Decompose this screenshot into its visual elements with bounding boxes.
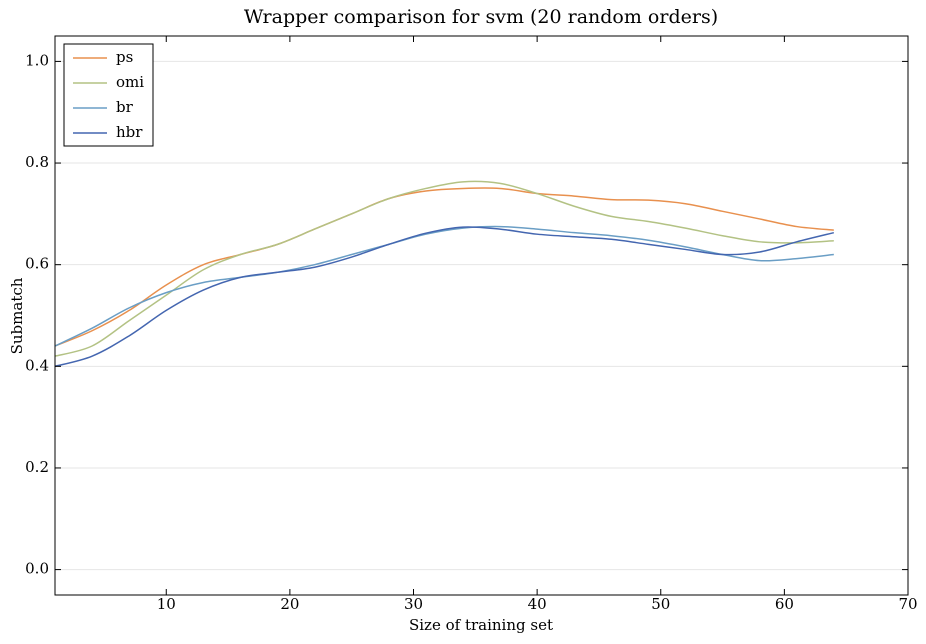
series-line xyxy=(54,187,834,347)
lines xyxy=(54,180,835,368)
y-tick-label: 0.6 xyxy=(25,255,49,273)
legend-label: hbr xyxy=(116,123,143,141)
x-tick-label: 20 xyxy=(280,595,299,613)
y-axis-label: Submatch xyxy=(8,277,26,354)
x-tick-label: 10 xyxy=(157,595,176,613)
series-line xyxy=(54,226,835,368)
series-line xyxy=(54,225,834,347)
x-tick-label: 40 xyxy=(528,595,547,613)
y-tick-label: 0.0 xyxy=(25,560,49,578)
y-tick-label: 0.4 xyxy=(25,356,49,374)
ticks: 0.0 0.2 0.4 0.6 0.8 1.0 10 20 30 40 50 60 70 xyxy=(25,36,918,613)
plot-frame xyxy=(54,35,909,596)
legend: ps omi br hbr xyxy=(63,43,154,147)
x-tick-label: 30 xyxy=(404,595,423,613)
chart-title: Wrapper comparison for svm (20 random or… xyxy=(244,6,718,28)
legend-label: ps xyxy=(116,48,133,66)
x-tick-label: 60 xyxy=(775,595,794,613)
legend-label: br xyxy=(116,98,134,116)
y-tick-label: 0.2 xyxy=(25,458,49,476)
x-tick-label: 70 xyxy=(898,595,917,613)
series-line xyxy=(54,180,834,357)
y-tick-label: 0.8 xyxy=(25,153,49,171)
x-tick-label: 50 xyxy=(651,595,670,613)
legend-box xyxy=(63,43,154,147)
y-tick-label: 1.0 xyxy=(25,51,49,69)
x-axis-label: Size of training set xyxy=(409,616,553,634)
legend-label: omi xyxy=(116,73,144,91)
grid xyxy=(55,60,908,571)
